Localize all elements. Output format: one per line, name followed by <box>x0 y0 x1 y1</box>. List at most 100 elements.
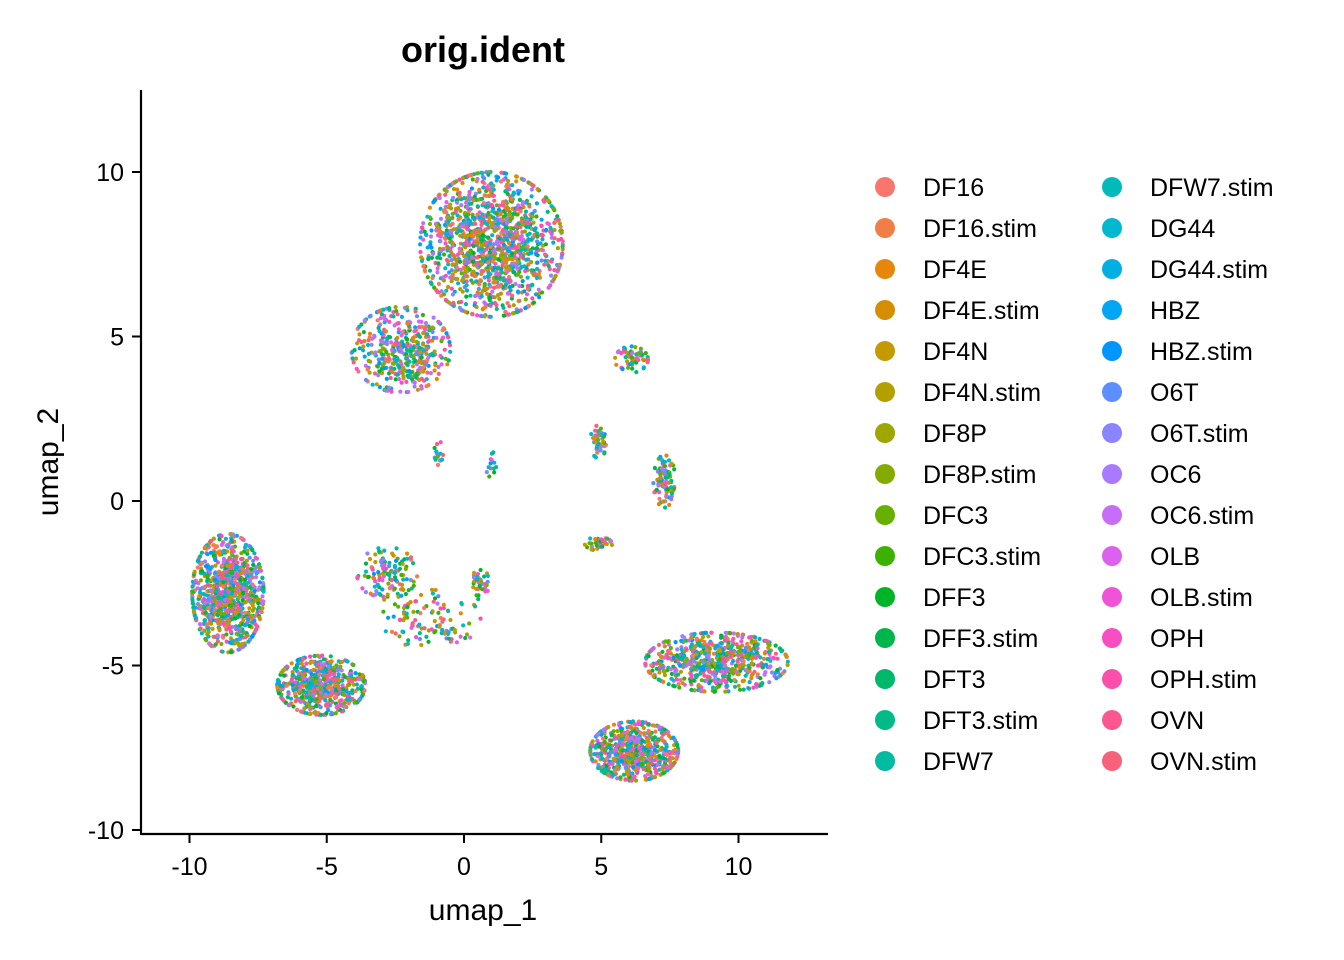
data-point <box>397 617 402 623</box>
data-point <box>688 644 693 649</box>
data-point <box>520 222 526 227</box>
data-point <box>205 632 210 637</box>
data-point <box>388 375 393 381</box>
data-point <box>430 609 435 614</box>
data-point <box>360 673 365 679</box>
data-point <box>503 265 508 270</box>
data-point <box>299 661 304 666</box>
data-point <box>502 256 507 261</box>
data-point <box>713 678 719 683</box>
data-point <box>450 272 455 277</box>
data-point <box>533 226 538 231</box>
data-point <box>245 616 250 622</box>
data-point <box>400 329 405 334</box>
data-point <box>424 346 429 351</box>
data-point <box>485 235 491 240</box>
data-point <box>258 608 263 613</box>
data-point <box>370 567 375 572</box>
data-point <box>745 641 750 647</box>
data-point <box>535 187 540 192</box>
data-point <box>482 283 487 288</box>
data-point <box>434 227 439 233</box>
data-point <box>444 288 449 293</box>
data-point <box>435 270 440 275</box>
data-point <box>700 659 706 665</box>
data-point <box>196 581 201 586</box>
data-point <box>548 229 553 234</box>
data-point <box>474 179 479 184</box>
data-point <box>361 330 366 335</box>
data-point <box>664 752 670 758</box>
data-point <box>381 307 386 312</box>
data-point <box>386 581 391 586</box>
data-point <box>224 569 229 574</box>
data-point <box>458 259 463 264</box>
data-point <box>190 589 195 594</box>
data-point <box>747 680 752 685</box>
data-point <box>529 260 534 265</box>
data-point <box>445 244 450 249</box>
data-point <box>335 705 340 710</box>
data-point <box>680 657 685 662</box>
data-point <box>386 356 391 361</box>
data-point <box>470 259 475 264</box>
data-point <box>601 727 606 732</box>
data-point <box>536 287 541 292</box>
data-point <box>442 347 447 352</box>
data-point <box>438 256 443 261</box>
data-point <box>509 256 514 262</box>
data-point <box>621 772 627 777</box>
data-point <box>494 227 499 232</box>
data-point <box>747 686 752 691</box>
data-point <box>715 668 720 673</box>
data-point <box>365 342 371 348</box>
data-point <box>677 663 683 668</box>
data-point <box>494 178 499 183</box>
data-point <box>741 678 747 683</box>
data-point <box>492 198 497 203</box>
data-point <box>504 184 509 189</box>
data-point <box>457 228 462 233</box>
data-point <box>427 268 433 273</box>
data-point <box>718 679 723 684</box>
data-point <box>300 709 305 715</box>
data-point <box>560 251 565 256</box>
data-point <box>361 344 366 349</box>
data-point <box>301 688 306 693</box>
data-point <box>225 564 230 569</box>
data-point <box>451 186 457 192</box>
data-point <box>463 256 469 262</box>
data-point <box>609 738 614 743</box>
data-point <box>406 588 411 593</box>
data-point <box>634 370 639 375</box>
data-point <box>387 573 392 578</box>
data-point <box>448 206 454 211</box>
data-point <box>486 172 491 177</box>
data-point <box>235 574 241 579</box>
data-point <box>747 665 752 671</box>
data-point <box>432 199 437 204</box>
data-point <box>646 771 651 777</box>
data-point <box>735 631 740 637</box>
data-point <box>333 695 339 700</box>
data-point <box>389 389 394 394</box>
data-point <box>255 570 260 575</box>
data-point <box>418 611 423 616</box>
data-point <box>211 553 216 558</box>
data-point <box>651 674 656 679</box>
data-point <box>459 224 465 229</box>
data-point <box>443 204 448 209</box>
data-point <box>634 767 639 772</box>
data-point <box>424 362 429 367</box>
data-point <box>519 234 524 239</box>
data-point <box>503 225 508 230</box>
data-point <box>417 636 422 642</box>
data-point <box>500 303 505 308</box>
data-point <box>722 663 727 669</box>
data-point <box>500 203 505 208</box>
data-point <box>447 236 452 241</box>
data-point <box>664 742 669 747</box>
data-point <box>467 621 472 626</box>
data-point <box>219 534 224 539</box>
data-point <box>527 204 532 209</box>
